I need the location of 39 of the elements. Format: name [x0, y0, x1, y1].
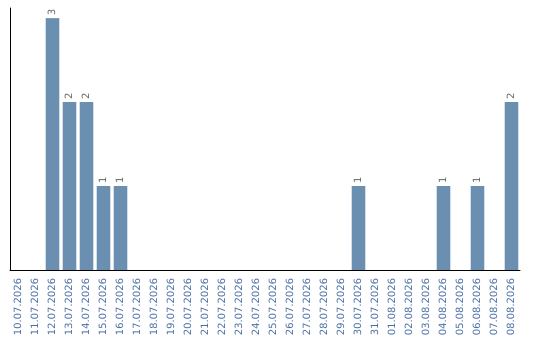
x-tick-label: 26.07.2026	[285, 278, 296, 336]
x-tick-label: 22.07.2026	[217, 278, 228, 336]
x-tick-label: 24.07.2026	[251, 278, 262, 336]
data-label: 1	[472, 176, 483, 184]
x-tick-label: 07.08.2026	[489, 278, 500, 336]
x-tick-label: 03.08.2026	[421, 278, 432, 336]
x-tick-label: 14.07.2026	[81, 278, 92, 336]
x-tick-label: 08.08.2026	[506, 278, 517, 336]
x-tick-label: 02.08.2026	[404, 278, 415, 336]
x-tick-label: 28.07.2026	[319, 278, 330, 336]
x-tick-label: 17.07.2026	[132, 278, 143, 336]
data-label: 2	[64, 92, 75, 100]
data-label: 3	[47, 8, 58, 16]
data-label: 1	[115, 176, 126, 184]
data-label: 1	[438, 176, 449, 184]
x-tick-label: 16.07.2026	[115, 278, 126, 336]
x-tick-label: 10.07.2026	[13, 278, 24, 336]
x-tick-label: 25.07.2026	[268, 278, 279, 336]
x-tick-label: 20.07.2026	[183, 278, 194, 336]
x-tick-label: 27.07.2026	[302, 278, 313, 336]
x-tick-label: 12.07.2026	[47, 278, 58, 336]
data-label: 2	[81, 92, 92, 100]
x-tick-label: 04.08.2026	[438, 278, 449, 336]
x-tick-label: 29.07.2026	[336, 278, 347, 336]
x-tick-label: 11.07.2026	[30, 278, 41, 336]
x-tick-label: 06.08.2026	[472, 278, 483, 336]
data-label: 1	[98, 176, 109, 184]
x-tick-label: 30.07.2026	[353, 278, 364, 336]
x-tick-label: 31.07.2026	[370, 278, 381, 336]
x-tick-label: 18.07.2026	[149, 278, 160, 336]
x-tick-label: 13.07.2026	[64, 278, 75, 336]
data-label: 2	[506, 92, 517, 100]
data-label: 1	[353, 176, 364, 184]
x-tick-label: 01.08.2026	[387, 278, 398, 336]
x-tick-label: 15.07.2026	[98, 278, 109, 336]
x-tick-label: 21.07.2026	[200, 278, 211, 336]
x-tick-label: 19.07.2026	[166, 278, 177, 336]
x-tick-label: 05.08.2026	[455, 278, 466, 336]
x-tick-label: 23.07.2026	[234, 278, 245, 336]
